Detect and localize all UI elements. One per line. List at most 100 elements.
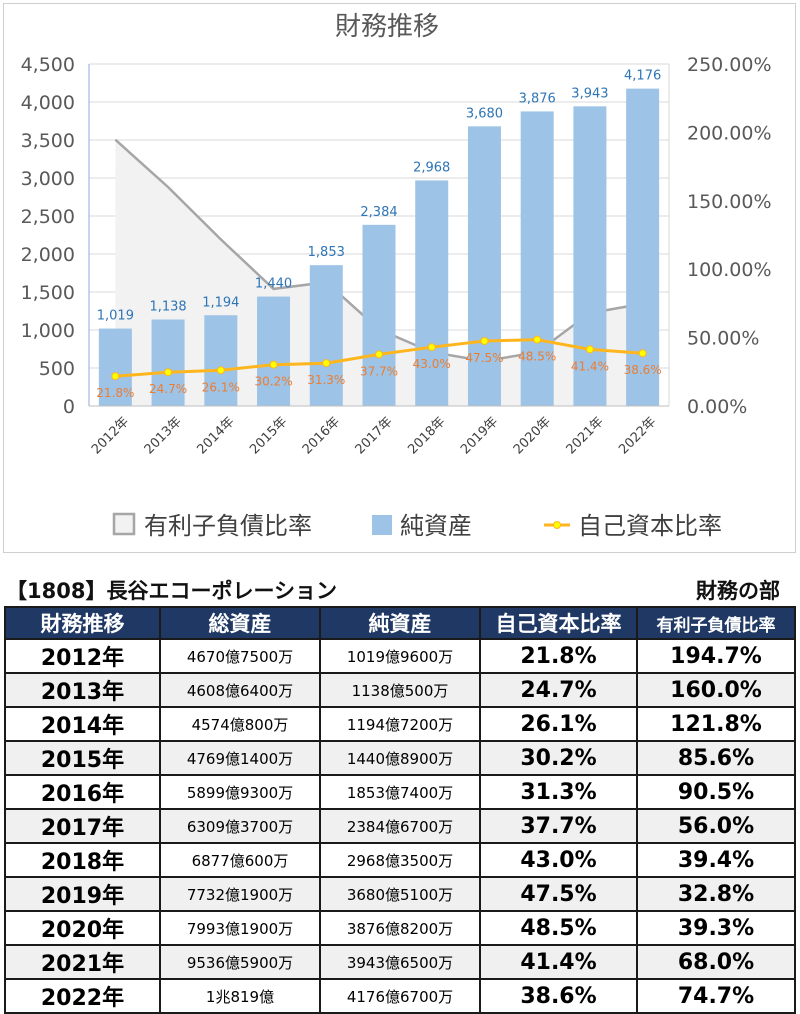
cell-equity-ratio: 41.4% (479, 944, 638, 980)
bar-value-label: 1,138 (149, 300, 186, 315)
cell-net-assets: 1853億7400万 (319, 774, 481, 810)
table-row: 2022年 1兆819億 4176億6700万 38.6% 74.7% (4, 978, 796, 1014)
cell-debt-ratio: 160.0% (636, 672, 796, 708)
cell-total-assets: 9536億5900万 (159, 944, 321, 980)
cell-year: 2022年 (4, 978, 161, 1014)
equity-ratio-marker (427, 343, 436, 352)
cell-total-assets: 6877億600万 (159, 842, 321, 878)
cell-net-assets: 3943億6500万 (319, 944, 481, 980)
x-tick-label: 2019年 (458, 414, 501, 457)
legend-label-equity-ratio: 自己資本比率 (578, 512, 722, 540)
y-tick-label: 3,000 (21, 168, 75, 190)
y-tick-label: 4,000 (21, 92, 75, 114)
bar (98, 328, 132, 406)
bar (362, 224, 396, 406)
cell-year: 2019年 (4, 876, 161, 912)
cell-net-assets: 1138億500万 (319, 672, 481, 708)
x-tick-label: 2016年 (300, 414, 343, 457)
table-header-bar: 【1808】長谷エコーポレーション 財務の部 (0, 575, 800, 603)
cell-total-assets: 4769億1400万 (159, 740, 321, 776)
cell-net-assets: 1440億8900万 (319, 740, 481, 776)
table-row: 2021年 9536億5900万 3943億6500万 41.4% 68.0% (4, 944, 796, 980)
cell-debt-ratio: 39.3% (636, 910, 796, 946)
bar-value-label: 1,019 (97, 309, 134, 324)
cell-debt-ratio: 85.6% (636, 740, 796, 776)
bar (151, 319, 185, 406)
cell-net-assets: 1194億7200万 (319, 706, 481, 742)
cell-total-assets: 7993億1900万 (159, 910, 321, 946)
bar-value-label: 1,853 (308, 245, 345, 260)
equity-ratio-marker (533, 335, 542, 344)
equity-ratio-marker (269, 360, 278, 369)
cell-equity-ratio: 24.7% (479, 672, 638, 708)
table-row: 2013年 4608億6400万 1138億500万 24.7% 160.0% (4, 672, 796, 708)
line-value-label: 47.5% (465, 351, 503, 365)
header-net-assets: 純資産 (319, 606, 481, 640)
x-tick-label: 2015年 (247, 414, 290, 457)
cell-equity-ratio: 43.0% (479, 842, 638, 878)
y-tick-label: 2,000 (21, 244, 75, 266)
cell-equity-ratio: 21.8% (479, 638, 638, 674)
y-tick-label: 2,500 (21, 206, 75, 228)
cell-debt-ratio: 74.7% (636, 978, 796, 1014)
financial-chart: 財務推移 0 500 1,000 1,500 2,000 2,500 3,000 3,500 4,… (21, 12, 772, 540)
cell-total-assets: 4670億7500万 (159, 638, 321, 674)
bar-value-label: 3,943 (571, 86, 608, 101)
cell-equity-ratio: 38.6% (479, 978, 638, 1014)
y-tick-label: 4,500 (21, 54, 75, 76)
legend-marker-equity-ratio (553, 521, 561, 529)
cell-equity-ratio: 30.2% (479, 740, 638, 776)
cell-debt-ratio: 90.5% (636, 774, 796, 810)
bar (626, 88, 660, 407)
cell-debt-ratio: 56.0% (636, 808, 796, 844)
financial-table: 財務推移 総資産 純資産 自己資本比率 有利子負債比率 2012年 4670億75… (4, 606, 796, 1014)
bar-value-label: 3,876 (519, 91, 556, 106)
cell-total-assets: 4608億6400万 (159, 672, 321, 708)
line-value-label: 31.3% (307, 373, 345, 387)
header-debt-ratio: 有利子負債比率 (636, 606, 796, 640)
table-row: 2015年 4769億1400万 1440億8900万 30.2% 85.6% (4, 740, 796, 776)
legend-swatch-debt-ratio (112, 512, 136, 536)
line-value-label: 30.2% (254, 375, 292, 389)
table-row: 2012年 4670億7500万 1019億9600万 21.8% 194.7% (4, 638, 796, 674)
header-total-assets: 総資産 (159, 606, 321, 640)
cell-net-assets: 2384億6700万 (319, 808, 481, 844)
x-tick-label: 2021年 (564, 414, 607, 457)
bar (573, 106, 607, 406)
x-tick-label: 2014年 (194, 414, 237, 457)
bar (204, 315, 238, 406)
equity-ratio-marker (480, 337, 489, 346)
x-tick-label: 2017年 (353, 414, 396, 457)
cell-equity-ratio: 48.5% (479, 910, 638, 946)
cell-debt-ratio: 68.0% (636, 944, 796, 980)
cell-net-assets: 4176億6700万 (319, 978, 481, 1014)
y-tick-label: 1,000 (21, 320, 75, 342)
bar-value-label: 2,384 (360, 205, 397, 220)
header-period: 財務推移 (4, 606, 161, 640)
y-tick-label: 1,500 (21, 282, 75, 304)
bar (415, 180, 449, 406)
cell-net-assets: 2968億3500万 (319, 842, 481, 878)
bar-value-label: 1,440 (255, 277, 292, 292)
cell-year: 2017年 (4, 808, 161, 844)
cell-total-assets: 7732億1900万 (159, 876, 321, 912)
legend-label-debt-ratio: 有利子負債比率 (144, 512, 312, 540)
cell-year: 2013年 (4, 672, 161, 708)
y-tick-label: 500 (39, 358, 75, 380)
cell-net-assets: 1019億9600万 (319, 638, 481, 674)
x-tick-label: 2012年 (89, 414, 132, 457)
table-row: 2014年 4574億800万 1194億7200万 26.1% 121.8% (4, 706, 796, 742)
cell-year: 2018年 (4, 842, 161, 878)
equity-ratio-marker (638, 349, 647, 358)
line-value-label: 43.0% (413, 357, 451, 371)
y2-tick-label: 0.00% (687, 396, 747, 418)
cell-year: 2020年 (4, 910, 161, 946)
y-tick-label: 0 (63, 396, 75, 418)
cell-year: 2021年 (4, 944, 161, 980)
cell-total-assets: 4574億800万 (159, 706, 321, 742)
table-row: 2018年 6877億600万 2968億3500万 43.0% 39.4% (4, 842, 796, 878)
cell-net-assets: 3680億5100万 (319, 876, 481, 912)
line-value-label: 24.7% (149, 382, 187, 396)
y2-tick-label: 200.00% (687, 122, 772, 144)
equity-ratio-marker (585, 345, 594, 354)
